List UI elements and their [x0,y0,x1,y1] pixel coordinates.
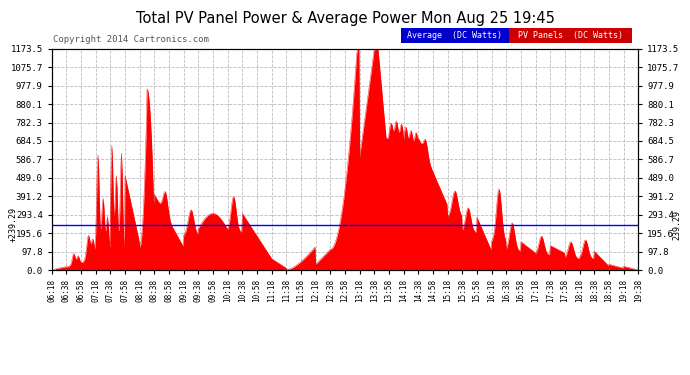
FancyBboxPatch shape [509,28,632,43]
FancyBboxPatch shape [401,28,509,43]
Text: +239.29: +239.29 [8,207,17,242]
Text: Copyright 2014 Cartronics.com: Copyright 2014 Cartronics.com [53,35,209,44]
Text: 239.29: 239.29 [673,210,682,240]
Text: PV Panels  (DC Watts): PV Panels (DC Watts) [518,31,623,40]
Text: Average  (DC Watts): Average (DC Watts) [408,31,502,40]
Text: Total PV Panel Power & Average Power Mon Aug 25 19:45: Total PV Panel Power & Average Power Mon… [135,11,555,26]
